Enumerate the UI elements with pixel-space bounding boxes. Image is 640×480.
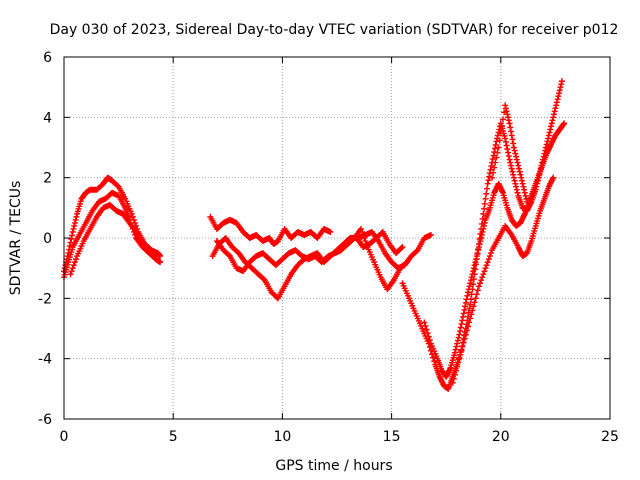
series-arc-9 xyxy=(421,120,568,380)
data-point-markers xyxy=(67,201,159,278)
y-tick-label: 0 xyxy=(43,231,52,247)
data-point-markers xyxy=(209,228,406,302)
x-axis-label: GPS time / hours xyxy=(275,458,392,474)
data-points xyxy=(61,78,568,392)
series-arc-2 xyxy=(61,189,164,281)
data-point-markers xyxy=(449,174,557,386)
axis-ticks: 0 5 10 15 20 25 -6 -4 -2 0 2 4 6 xyxy=(38,50,619,445)
x-tick-label: 0 xyxy=(60,429,69,445)
x-tick-label: 20 xyxy=(492,429,510,445)
chart-title: Day 030 of 2023, Sidereal Day-to-day VTE… xyxy=(50,22,619,38)
y-tick-label: 6 xyxy=(43,50,52,66)
data-point-markers xyxy=(355,228,434,272)
series-arc-7 xyxy=(355,228,434,272)
y-axis-label: SDTVAR / TECUs xyxy=(8,181,24,296)
x-tick-label: 10 xyxy=(273,429,291,445)
series-arc-5 xyxy=(209,228,406,302)
data-point-markers xyxy=(489,102,531,205)
y-tick-label: -2 xyxy=(38,291,52,307)
y-tick-label: 2 xyxy=(43,171,52,187)
series-arc-3 xyxy=(67,201,159,278)
data-point-markers xyxy=(207,213,334,248)
series-arc-6 xyxy=(213,225,410,293)
x-tick-label: 15 xyxy=(383,429,401,445)
data-point-markers xyxy=(421,120,568,380)
x-tick-label: 25 xyxy=(601,429,619,445)
data-point-markers xyxy=(213,225,410,293)
grid xyxy=(64,57,610,419)
series-arc-4 xyxy=(207,213,334,248)
series-arc-10 xyxy=(449,174,557,386)
y-tick-label: -6 xyxy=(38,412,52,428)
x-tick-label: 5 xyxy=(169,429,178,445)
y-tick-label: -4 xyxy=(38,352,52,368)
y-tick-label: 4 xyxy=(43,110,52,126)
data-point-markers xyxy=(61,189,164,281)
series-arc-11 xyxy=(489,102,531,205)
